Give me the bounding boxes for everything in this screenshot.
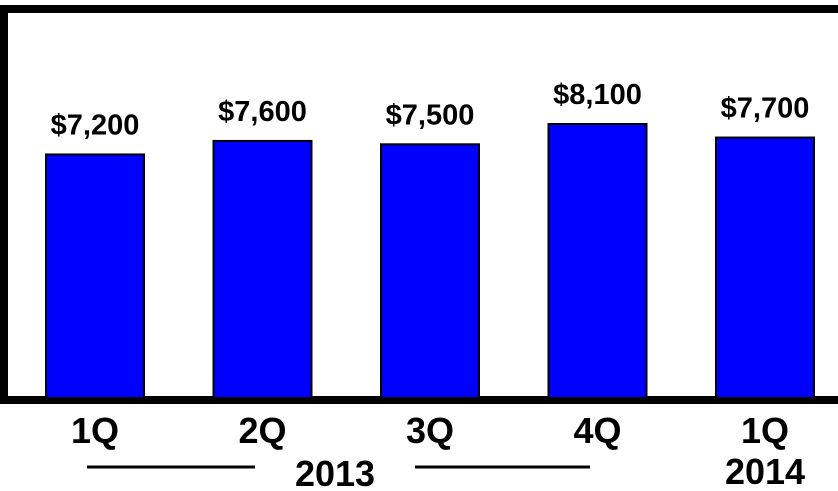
bar-3 bbox=[380, 143, 480, 399]
value-label-3: $7,500 bbox=[386, 99, 475, 131]
year-label-2014: 2014 bbox=[725, 451, 805, 491]
value-label-5: $7,700 bbox=[721, 93, 810, 125]
bar-1 bbox=[45, 153, 145, 399]
category-label-4: 4Q bbox=[573, 410, 621, 451]
value-label-4: $8,100 bbox=[553, 79, 642, 111]
bar-2 bbox=[212, 139, 313, 399]
bar-4 bbox=[547, 123, 648, 399]
value-labels-group: $7,200 $7,600 $7,500 $8,100 $7,700 bbox=[51, 79, 810, 141]
year-group-labels: 2013 2014 bbox=[87, 451, 805, 491]
plot-frame bbox=[0, 5, 838, 404]
category-label-3: 3Q bbox=[406, 410, 454, 451]
value-label-2: $7,600 bbox=[218, 96, 307, 128]
bars-group bbox=[45, 123, 815, 399]
year-label-2013: 2013 bbox=[295, 453, 375, 491]
category-label-2: 2Q bbox=[238, 410, 286, 451]
value-label-1: $7,200 bbox=[51, 109, 140, 141]
category-label-5: 1Q bbox=[741, 410, 789, 451]
category-label-1: 1Q bbox=[71, 410, 119, 451]
category-labels-group: 1Q 2Q 3Q 4Q 1Q bbox=[71, 410, 789, 451]
bar-5 bbox=[715, 136, 815, 399]
